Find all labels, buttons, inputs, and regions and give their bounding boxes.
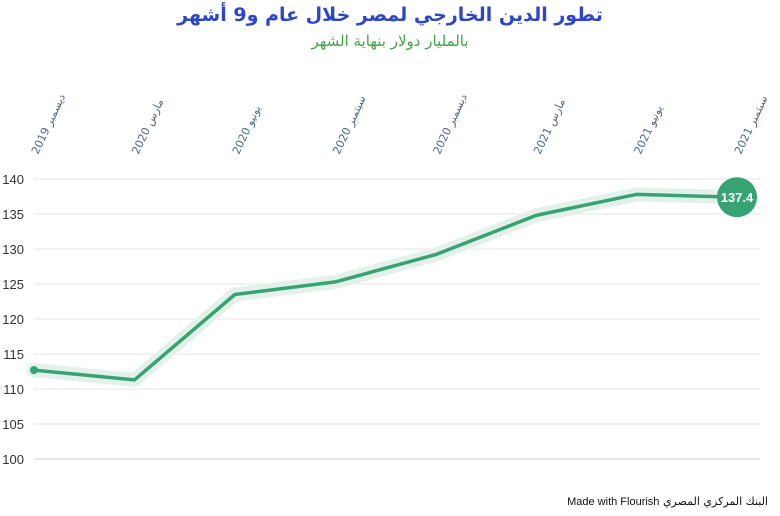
x-tick-label: مارس 2020 xyxy=(129,97,166,156)
x-tick-label: يونيو 2021 xyxy=(632,103,666,156)
y-tick-label: 100 xyxy=(2,452,24,467)
made-with-flourish-link[interactable]: Made with Flourish xyxy=(567,496,660,508)
end-value-badge xyxy=(717,177,757,218)
y-tick-label: 120 xyxy=(2,312,24,327)
x-tick-label: سبتمبر 2020 xyxy=(330,94,368,157)
x-tick-label: سبتمبر 2021 xyxy=(732,94,770,157)
y-tick-label: 130 xyxy=(2,242,24,257)
chart-subtitle: بالمليار دولار بنهاية الشهر xyxy=(311,32,469,50)
x-tick-label: مارس 2021 xyxy=(531,97,568,156)
y-tick-label: 135 xyxy=(2,207,24,222)
y-tick-label: 115 xyxy=(3,347,24,362)
y-tick-label: 105 xyxy=(2,417,24,432)
source-label: البنك المركزي المصري xyxy=(662,495,768,508)
x-tick-label: ديسمبر 2020 xyxy=(431,92,470,157)
chart-title: تطور الدين الخارجي لمصر خلال عام و9 أشهر xyxy=(177,4,603,26)
x-tick-label: يونيو 2020 xyxy=(230,103,264,156)
y-tick-label: 110 xyxy=(3,382,24,397)
series-line xyxy=(32,192,739,382)
end-value-label: 137.4 xyxy=(721,190,754,205)
x-tick-label: ديسمبر 2019 xyxy=(29,92,68,157)
series-band xyxy=(27,187,744,387)
y-tick-label: 140 xyxy=(2,172,24,187)
chart-footer: Made with Flourish البنك المركزي المصري xyxy=(567,495,768,508)
y-tick-label: 125 xyxy=(2,277,24,292)
start-point xyxy=(30,366,38,375)
